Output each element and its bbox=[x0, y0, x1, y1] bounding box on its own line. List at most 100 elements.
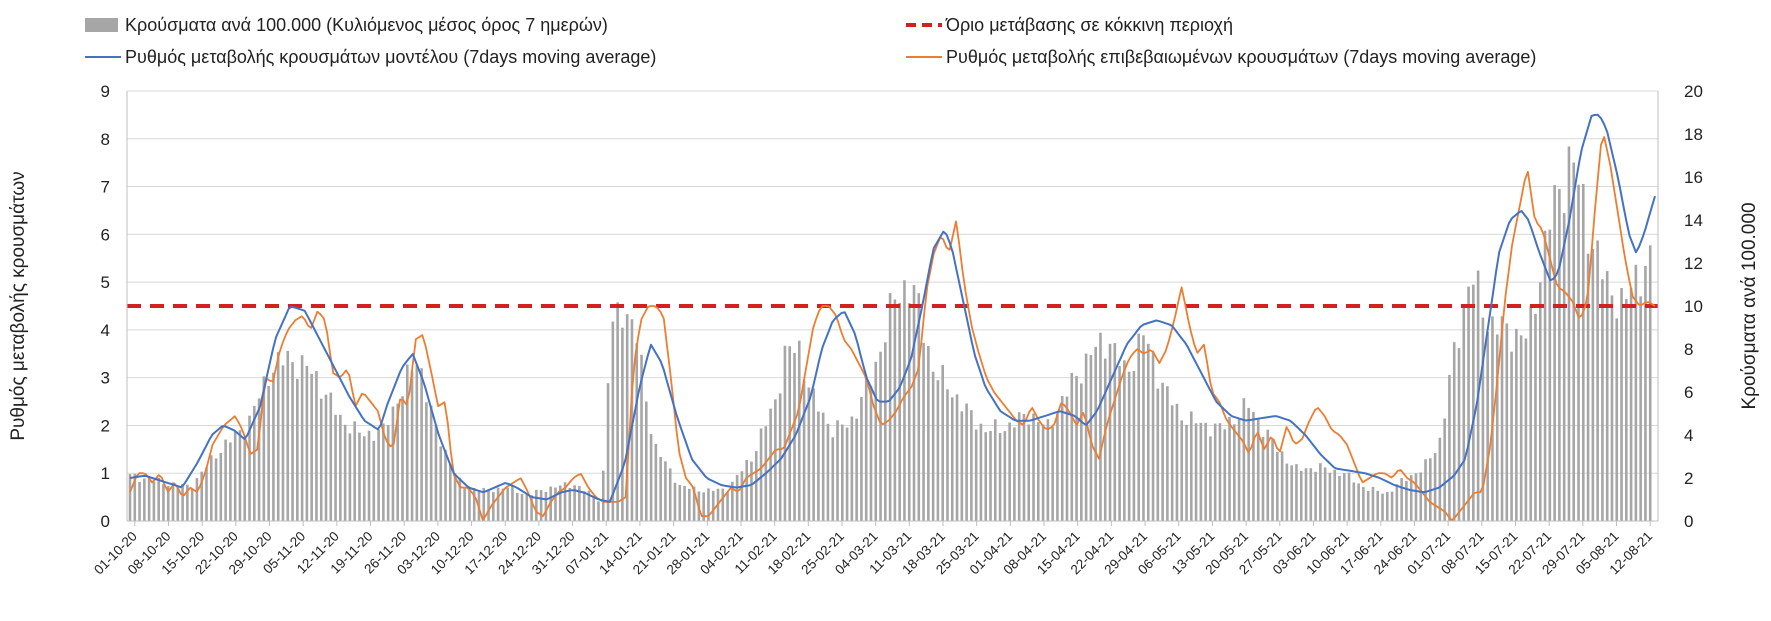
bar bbox=[1591, 248, 1595, 521]
bar bbox=[821, 412, 825, 521]
bar bbox=[1094, 346, 1097, 521]
bar bbox=[855, 418, 858, 521]
bar bbox=[267, 385, 270, 521]
bar bbox=[1381, 493, 1384, 521]
bar bbox=[1634, 264, 1638, 521]
bar bbox=[362, 436, 366, 521]
bar bbox=[1108, 343, 1112, 521]
bar bbox=[1438, 437, 1442, 521]
bar bbox=[1299, 470, 1303, 521]
bar bbox=[769, 408, 772, 521]
bar bbox=[1472, 284, 1475, 521]
bar bbox=[300, 355, 304, 521]
bar bbox=[525, 494, 529, 521]
bar bbox=[229, 442, 232, 521]
bar bbox=[1156, 388, 1160, 521]
bar bbox=[1433, 453, 1437, 521]
bar bbox=[1261, 436, 1265, 521]
bar bbox=[1228, 416, 1231, 521]
y-right-tick-label: 16 bbox=[1684, 168, 1703, 187]
legend-label-bars: Κρούσματα ανά 100.000 (Κυλιόμενος μέσος … bbox=[125, 15, 608, 35]
bar bbox=[1610, 295, 1614, 521]
bar bbox=[1247, 407, 1250, 521]
bar bbox=[190, 489, 194, 521]
bar bbox=[1022, 413, 1026, 521]
bar bbox=[458, 477, 462, 521]
bar bbox=[1276, 451, 1279, 521]
legend-label-model: Ρυθμός μεταβολής κρουσμάτων μοντέλου (7d… bbox=[125, 47, 656, 67]
bar bbox=[1443, 418, 1446, 521]
bar bbox=[1271, 439, 1274, 521]
bar bbox=[186, 484, 189, 521]
y-left-tick-label: 9 bbox=[101, 82, 110, 101]
bar bbox=[386, 425, 390, 521]
bar bbox=[238, 430, 242, 521]
bar bbox=[869, 386, 873, 521]
bar bbox=[1352, 482, 1356, 521]
bar bbox=[984, 432, 988, 521]
bar bbox=[1625, 299, 1628, 521]
bar bbox=[678, 484, 682, 521]
bar bbox=[219, 452, 223, 521]
bar bbox=[429, 405, 433, 521]
y-right-tick-label: 14 bbox=[1684, 211, 1703, 230]
bar bbox=[735, 474, 739, 521]
bar bbox=[1357, 483, 1360, 521]
bar bbox=[1558, 188, 1561, 521]
bar bbox=[817, 411, 820, 521]
bar bbox=[1424, 459, 1427, 521]
bar bbox=[539, 490, 543, 521]
bar bbox=[1285, 463, 1289, 521]
bar bbox=[276, 352, 280, 521]
bar bbox=[1280, 451, 1284, 521]
bar bbox=[841, 424, 844, 521]
lines-layer bbox=[129, 113, 1656, 522]
bar bbox=[1629, 287, 1633, 521]
bar bbox=[544, 491, 548, 521]
bar bbox=[1103, 358, 1107, 521]
bar bbox=[922, 342, 925, 521]
bar bbox=[673, 482, 677, 521]
bar bbox=[535, 489, 538, 521]
bar bbox=[1041, 424, 1045, 521]
bar bbox=[1151, 352, 1155, 521]
bar bbox=[176, 486, 180, 521]
bar bbox=[1319, 463, 1322, 521]
bar bbox=[592, 496, 596, 521]
bar bbox=[171, 482, 175, 521]
bar bbox=[960, 411, 964, 521]
bar bbox=[731, 481, 734, 521]
bar bbox=[1084, 353, 1088, 521]
bar bbox=[1524, 338, 1528, 521]
bar bbox=[291, 362, 294, 521]
bar bbox=[1481, 317, 1485, 521]
bar bbox=[721, 488, 725, 521]
bar bbox=[138, 481, 141, 521]
bar bbox=[1027, 424, 1031, 521]
bar bbox=[133, 473, 137, 521]
bar bbox=[1323, 467, 1327, 521]
bar bbox=[630, 319, 634, 521]
bar bbox=[453, 473, 457, 521]
bar bbox=[1266, 429, 1270, 521]
bar bbox=[348, 433, 352, 521]
bar bbox=[874, 361, 878, 521]
bar bbox=[1204, 422, 1207, 521]
bar bbox=[496, 487, 500, 521]
bar bbox=[702, 492, 705, 521]
bar bbox=[1218, 423, 1222, 521]
bar bbox=[774, 399, 777, 521]
bar bbox=[1615, 318, 1619, 521]
bar bbox=[1223, 429, 1227, 521]
bar bbox=[726, 492, 729, 521]
bar bbox=[162, 484, 165, 521]
bar bbox=[558, 485, 562, 521]
bar bbox=[310, 373, 313, 521]
bar bbox=[377, 429, 380, 521]
bar bbox=[1137, 333, 1140, 521]
bar bbox=[405, 364, 409, 521]
bar bbox=[152, 481, 156, 521]
bar bbox=[1008, 422, 1011, 521]
bar bbox=[965, 403, 968, 521]
